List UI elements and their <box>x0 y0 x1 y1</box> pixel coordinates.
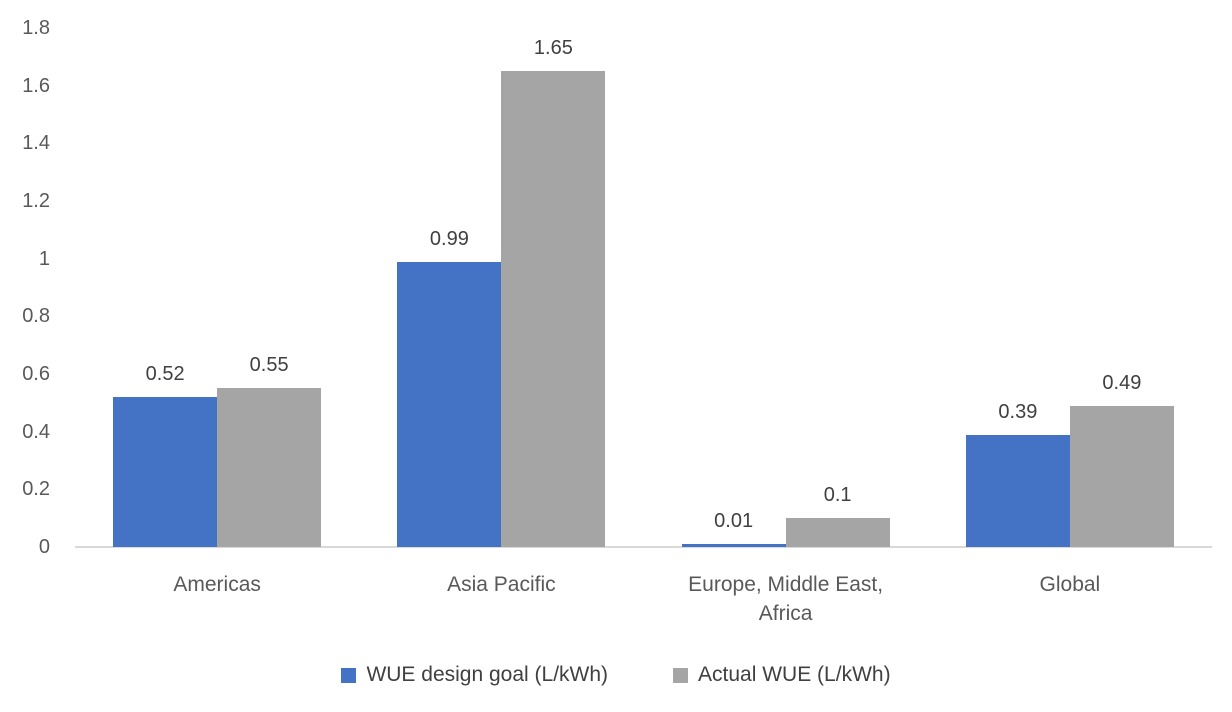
y-tick-label: 0.8 <box>22 305 50 328</box>
legend-label-actual: Actual WUE (L/kWh) <box>698 663 891 686</box>
x-category-label: Americas <box>173 573 261 596</box>
bar-actual-3 <box>1069 405 1174 547</box>
bar-value-label: 0.99 <box>429 227 469 250</box>
bar-value-label: 0.39 <box>998 400 1038 423</box>
legend: WUE design goal (L/kWh) Actual WUE (L/kW… <box>0 663 1232 687</box>
bar-design-goal-1 <box>397 261 502 547</box>
legend-swatch-actual <box>673 667 689 683</box>
bar-actual-0 <box>217 388 322 547</box>
bar-design-goal-2 <box>681 544 786 547</box>
x-category-label: Europe, Middle East, Africa <box>688 573 884 625</box>
y-tick-label: 0 <box>38 536 50 558</box>
bar-value-label: 1.65 <box>533 37 573 60</box>
bar-actual-1 <box>501 71 606 547</box>
y-tick-label: 0.2 <box>22 478 50 501</box>
y-tick-label: 1.4 <box>22 132 50 155</box>
y-tick-label: 1.8 <box>22 17 50 39</box>
bar-design-goal-0 <box>113 397 218 547</box>
x-category-label: Global <box>1039 573 1101 596</box>
x-category-label: Asia Pacific <box>447 573 556 596</box>
y-tick-label: 0.6 <box>22 363 50 385</box>
bar-value-label: 0.52 <box>145 363 185 386</box>
legend-item-actual-wue: Actual WUE (L/kWh) <box>673 663 891 687</box>
bar-value-label: 0.1 <box>823 484 852 507</box>
y-tick-label: 1 <box>38 247 50 270</box>
bar-design-goal-3 <box>965 434 1070 547</box>
bar-actual-2 <box>785 518 890 547</box>
bar-value-label: 0.55 <box>249 354 289 377</box>
y-tick-label: 0.4 <box>22 420 50 443</box>
y-tick-label: 1.2 <box>22 190 50 212</box>
legend-swatch-design-goal <box>341 667 357 683</box>
legend-item-wue-design-goal: WUE design goal (L/kWh) <box>341 663 608 687</box>
bar-value-label: 0.49 <box>1102 371 1142 394</box>
bar-value-label: 0.01 <box>714 510 754 533</box>
x-axis-line <box>75 546 1212 548</box>
y-tick-label: 1.6 <box>22 74 50 97</box>
legend-label-design-goal: WUE design goal (L/kWh) <box>366 663 609 686</box>
